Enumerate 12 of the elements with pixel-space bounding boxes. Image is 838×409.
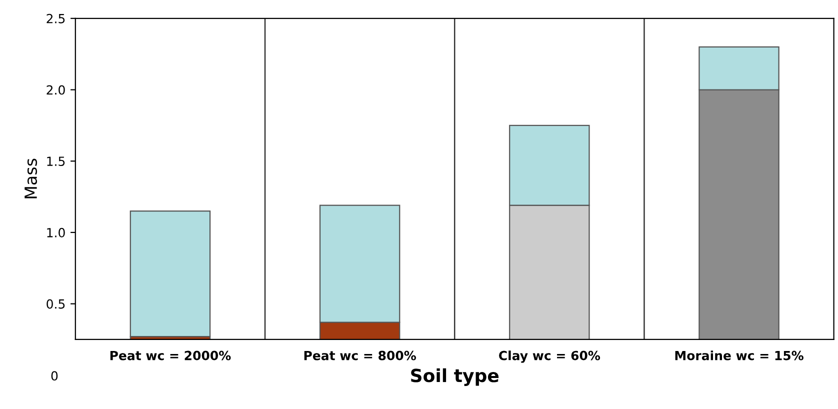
x-tick-label: Peat wc = 800% — [304, 350, 416, 360]
text: 0 — [51, 371, 58, 381]
x-tick-label: Moraine wc = 15% — [675, 350, 804, 360]
y-tick-label: 2.0 — [46, 85, 65, 95]
y-axis-title: Mass — [24, 158, 38, 198]
y-tick-label: 1.0 — [47, 228, 65, 238]
x-tick-label: Clay wc = 60% — [499, 350, 600, 363]
y-tick-label: 0.5 — [46, 299, 65, 309]
y-tick-label: 1.5 — [47, 156, 65, 166]
x-axis-title: Soil type — [411, 368, 499, 386]
x-tick-label: Peat wc = 2000% — [110, 350, 231, 360]
y-tick-label: 2.5 — [46, 14, 65, 24]
